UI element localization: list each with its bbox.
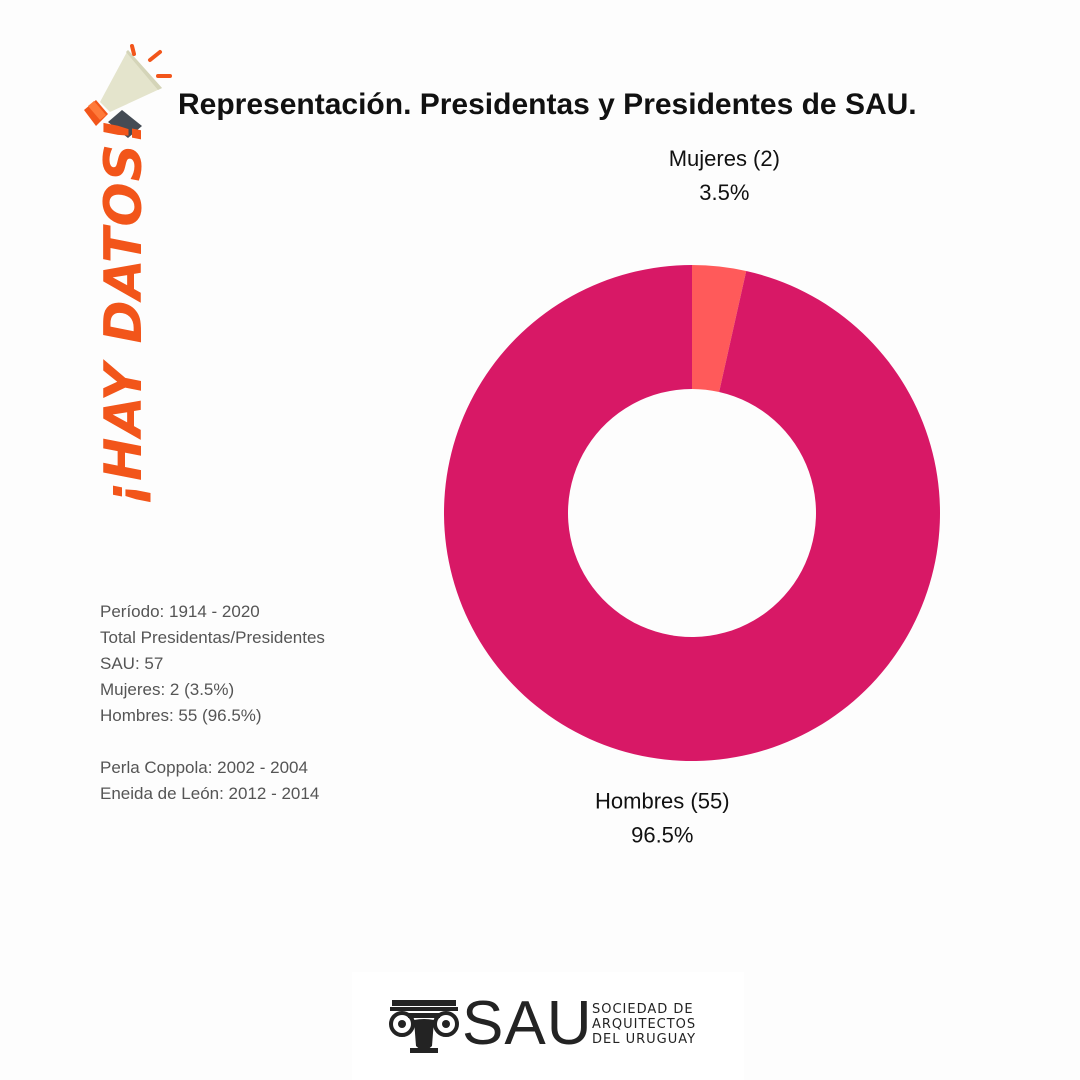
info-panel: Período: 1914 - 2020 Total Presidentas/Pr… <box>100 599 390 807</box>
slice-percent-0: 3.5% <box>699 180 749 205</box>
logo-full-name: SOCIEDAD DE ARQUITECTOS DEL URUGUAY <box>592 1002 697 1047</box>
slice-label-0: Mujeres (2) <box>669 146 780 171</box>
page-title: Representación. Presidentas y Presidente… <box>178 88 917 121</box>
president-name-line: Perla Coppola: 2002 - 2004 <box>100 758 308 777</box>
pie-slice-1 <box>443 265 940 761</box>
megaphone-icon <box>84 44 172 138</box>
info-line: Período: 1914 - 2020 <box>100 602 260 621</box>
logo-abbreviation: SAU <box>462 989 593 1058</box>
info-line: Mujeres: 2 (3.5%) <box>100 680 235 699</box>
slice-label-1: Hombres (55) <box>595 788 729 813</box>
info-line: SAU: 57 <box>100 654 164 673</box>
info-line: Hombres: 55 (96.5%) <box>100 706 262 725</box>
slice-percent-1: 96.5% <box>631 822 693 847</box>
sau-logo: SAU SOCIEDAD DE ARQUITECTOS DEL URUGUAY <box>352 972 744 1080</box>
pie-slice-0 <box>692 265 747 393</box>
president-name-line: Eneida de León: 2012 - 2014 <box>100 784 320 803</box>
info-line: Total Presidentas/Presidentes <box>100 628 325 647</box>
ionic-column-icon <box>389 1000 459 1053</box>
